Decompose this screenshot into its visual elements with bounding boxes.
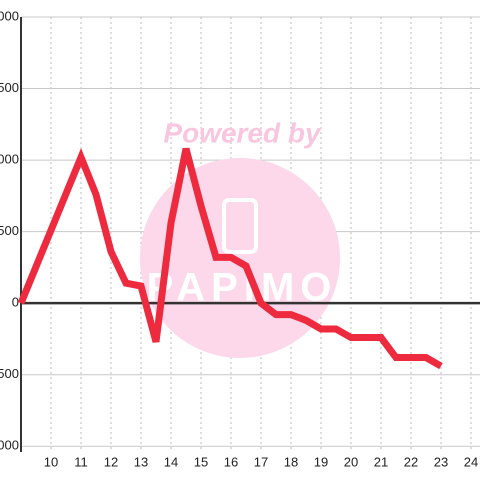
x-tick-label: 24 (464, 454, 478, 469)
y-tick-label: 5,000 (0, 152, 19, 167)
y-tick-label: 7,500 (0, 80, 19, 95)
x-tick-label: 11 (74, 454, 88, 469)
watermark-circle (140, 158, 340, 358)
x-tick-label: 22 (404, 454, 418, 469)
x-tick-label: 13 (134, 454, 148, 469)
x-tick-label: 10 (44, 454, 58, 469)
x-tick-label: 15 (194, 454, 208, 469)
x-tick-label: 20 (344, 454, 358, 469)
x-tick-label: 21 (374, 454, 388, 469)
x-tick-label: 17 (254, 454, 268, 469)
x-tick-label: 19 (314, 454, 328, 469)
y-tick-label: -5,000 (0, 438, 19, 453)
x-tick-label: 16 (224, 454, 238, 469)
x-tick-label: 23 (434, 454, 448, 469)
x-tick-label: 14 (164, 454, 178, 469)
line (17, 147, 443, 370)
y-tick-label: 0 (12, 295, 19, 310)
y-tick-label: 10,000 (0, 8, 19, 23)
watermark-icon (222, 198, 258, 254)
x-tick-label: 18 (284, 454, 298, 469)
watermark-text: Powered by (163, 117, 322, 148)
x-tick-label: 12 (104, 454, 118, 469)
y-tick-label: -2,500 (0, 366, 19, 381)
y-tick-label: 2,500 (0, 223, 19, 238)
